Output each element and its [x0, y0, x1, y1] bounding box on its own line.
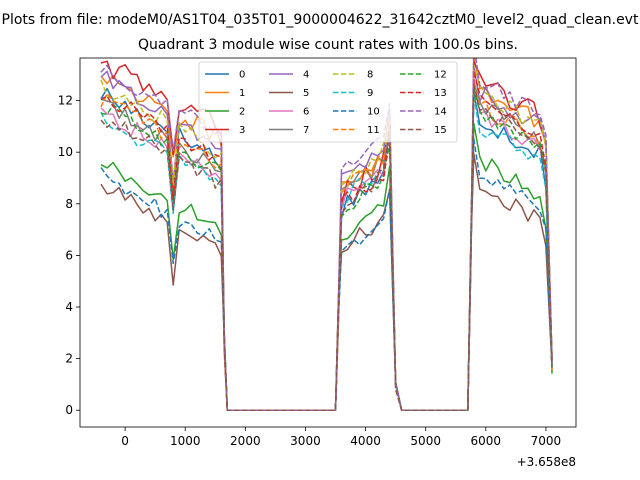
y-tick-label: 8: [65, 197, 73, 211]
y-tick-label: 2: [65, 352, 73, 366]
legend-label-1: 1: [239, 88, 245, 99]
x-tick-label: 3000: [290, 434, 321, 448]
series-line-13: [100, 70, 553, 411]
y-tick-label: 0: [65, 403, 73, 417]
x-axis: 0 1000 2000 3000 4000 5000 6000 7000: [121, 427, 561, 448]
chart-title: Quadrant 3 module wise count rates with …: [138, 37, 518, 53]
y-tick-label: 6: [65, 248, 73, 262]
legend-label-12: 12: [434, 70, 447, 81]
x-tick-label: 4000: [350, 434, 381, 448]
series-line-11: [100, 81, 553, 411]
series-line-4: [100, 65, 553, 411]
series-lines: [100, 58, 553, 411]
legend-label-4: 4: [303, 70, 309, 81]
legend-label-0: 0: [239, 70, 245, 81]
series-line-3: [100, 60, 553, 411]
y-tick-label: 4: [65, 300, 73, 314]
legend-label-10: 10: [367, 107, 380, 118]
legend-label-13: 13: [434, 88, 447, 99]
x-offset-label: +3.658e8: [517, 455, 576, 469]
legend-label-11: 11: [367, 125, 380, 136]
legend-label-7: 7: [303, 125, 309, 136]
legend-label-3: 3: [239, 125, 245, 136]
figure-suptitle: Plots from file: modeM0/AS1T04_035T01_90…: [2, 12, 639, 28]
legend-box: [198, 61, 458, 143]
y-tick-label: 10: [58, 145, 73, 159]
series-line-5: [100, 152, 553, 411]
x-tick-label: 1000: [170, 434, 201, 448]
x-tick-label: 7000: [531, 434, 562, 448]
series-line-0: [100, 87, 553, 411]
legend-label-8: 8: [367, 70, 373, 81]
x-tick-label: 5000: [410, 434, 441, 448]
y-axis: 0 2 4 6 8 10 12: [58, 94, 80, 417]
series-line-2: [100, 122, 553, 411]
series-line-12: [100, 87, 553, 411]
series-line-15: [100, 84, 553, 411]
legend-label-5: 5: [303, 88, 309, 99]
legend-label-15: 15: [434, 125, 447, 136]
x-tick-label: 2000: [230, 434, 261, 448]
series-line-10: [100, 138, 553, 411]
legend-label-2: 2: [239, 107, 245, 118]
series-line-8: [100, 64, 553, 411]
series-line-14: [100, 58, 553, 411]
legend-label-6: 6: [303, 107, 309, 118]
series-line-1: [100, 58, 553, 411]
legend-label-9: 9: [367, 88, 373, 99]
plot-frame: [79, 57, 577, 428]
x-tick-label: 6000: [471, 434, 502, 448]
legend-label-14: 14: [434, 107, 447, 118]
y-tick-label: 12: [58, 94, 73, 108]
x-tick-label: 0: [121, 434, 129, 448]
